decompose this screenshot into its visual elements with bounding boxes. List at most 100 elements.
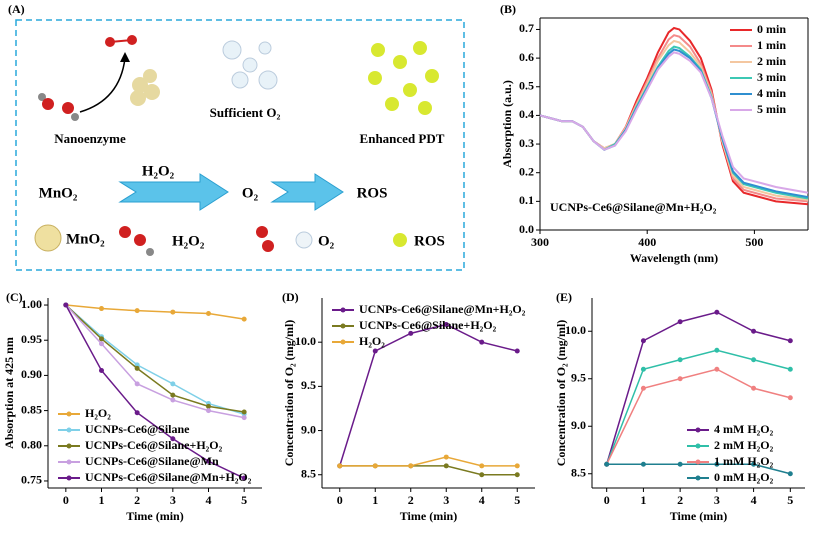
point [63, 302, 69, 308]
icons [34, 35, 439, 256]
series-line [339, 465, 518, 476]
y-tick-label: 0.5 [519, 79, 534, 93]
legend-marker [340, 307, 346, 313]
x-tick-label: 2 [677, 493, 683, 507]
x-tick-label: 1 [99, 493, 105, 507]
legend-marker [695, 475, 701, 481]
x-tick-label: 4 [206, 493, 212, 507]
legend-label: UCNPs-Ce6@Silane+H₂O₂ [359, 318, 497, 332]
y-tick-label: 0.6 [519, 50, 534, 64]
x-tick-label: 2 [134, 493, 140, 507]
y-axis-label: Absorption at 425 nm [2, 337, 16, 449]
legend-marker [66, 459, 72, 465]
y-axis-label: Concentration of O₂ (mg/ml) [282, 320, 296, 467]
point [677, 461, 683, 467]
y-tick-label: 0.90 [21, 367, 42, 381]
point [714, 309, 720, 315]
point [408, 330, 414, 336]
y-tick-label: 9.5 [301, 378, 316, 392]
legend-label: H₂O₂ [359, 334, 385, 348]
legend-label: UCNPs-Ce6@Silane+H₂O₂ [85, 438, 223, 452]
legend-label: 2 min [757, 54, 786, 68]
x-tick-label: 4 [751, 493, 757, 507]
y-tick-label: 0.3 [519, 136, 534, 150]
x-tick-label: 300 [531, 235, 549, 249]
point [408, 463, 414, 469]
point [640, 366, 646, 372]
x-axis-label: Time (min) [400, 509, 457, 523]
x-tick-label: 1 [372, 493, 378, 507]
y-tick-label: 0.95 [21, 332, 42, 346]
legend-marker [340, 339, 346, 345]
point [787, 366, 793, 372]
point [677, 319, 683, 325]
legend-marker [695, 443, 701, 449]
point [751, 461, 757, 467]
legend-label: 0 mM H₂O₂ [714, 470, 774, 484]
point [99, 306, 104, 312]
series-line [65, 304, 245, 479]
point [134, 365, 140, 371]
x-tick-label: 2 [408, 493, 414, 507]
x-tick-label: 1 [640, 493, 646, 507]
x-tick-label: 0 [63, 493, 69, 507]
y-tick-label: 9.0 [301, 422, 316, 436]
point [372, 348, 378, 354]
point [514, 472, 520, 478]
y-tick-label: 9.0 [571, 418, 586, 432]
point [241, 316, 247, 322]
point [170, 309, 176, 315]
legend-label: UCNPs-Ce6@Silane [85, 422, 190, 436]
series-line [65, 304, 245, 419]
legend-label: O₂ [318, 233, 335, 249]
x-tick-label: 500 [745, 235, 763, 249]
panel-label: (A) [8, 2, 25, 16]
panel-label: (C) [6, 290, 23, 304]
point [714, 461, 720, 467]
point [241, 409, 247, 415]
y-tick-label: 0.75 [21, 473, 42, 487]
point [99, 341, 104, 347]
point [134, 362, 140, 368]
legend-label: UCNPs-Ce6@Silane@Mn [85, 454, 219, 468]
point [372, 463, 378, 469]
legend-label: 0 min [757, 22, 786, 36]
legend-label: 2 mM H₂O₂ [714, 438, 774, 452]
legend-marker [340, 323, 346, 329]
y-tick-label: 10.0 [565, 323, 586, 337]
point [787, 395, 793, 401]
point [170, 397, 176, 403]
y-axis-label: Concentration of O₂ (mg/ml) [554, 320, 568, 467]
flow-label: MnO₂ [39, 185, 78, 201]
x-axis-label: Wavelength (nm) [630, 251, 718, 265]
point [241, 475, 247, 481]
legend-marker [66, 475, 72, 481]
point [677, 376, 683, 382]
panel-label: (B) [500, 2, 516, 16]
point [241, 415, 247, 421]
point [170, 381, 176, 387]
point [640, 338, 646, 344]
point [337, 463, 343, 469]
point [206, 408, 211, 414]
series-line [65, 304, 245, 320]
legend-label: 5 min [757, 102, 786, 116]
y-tick-label: 8.5 [301, 466, 316, 480]
caption: Sufficient O₂ [210, 105, 281, 120]
x-tick-label: 400 [638, 235, 656, 249]
point [751, 357, 757, 363]
x-tick-label: 0 [337, 493, 343, 507]
x-tick-label: 3 [714, 493, 720, 507]
point [479, 472, 485, 478]
y-tick-label: 10.0 [295, 334, 316, 348]
legend-label: 4 min [757, 86, 786, 100]
point [787, 338, 793, 344]
point [714, 366, 720, 372]
y-tick-label: 0.80 [21, 438, 42, 452]
x-tick-label: 5 [241, 493, 247, 507]
x-axis-label: Time (min) [670, 509, 727, 523]
point [134, 381, 140, 387]
point [134, 308, 140, 314]
y-tick-label: 0.0 [519, 222, 534, 236]
